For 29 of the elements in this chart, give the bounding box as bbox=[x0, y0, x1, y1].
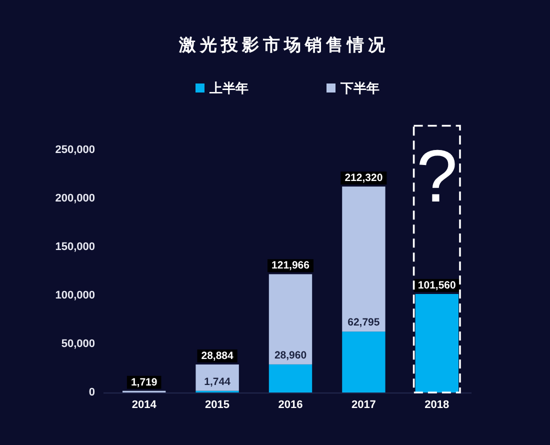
y-tick-label: 200,000 bbox=[55, 192, 95, 204]
total-label: 28,884 bbox=[201, 350, 234, 362]
x-tick-label: 2015 bbox=[205, 399, 230, 411]
data-label: 28,960 bbox=[274, 349, 307, 362]
bar bbox=[268, 364, 312, 392]
y-tick-label: 100,000 bbox=[55, 290, 95, 302]
total-label: 121,966 bbox=[272, 260, 310, 272]
bar bbox=[268, 274, 312, 364]
bar bbox=[342, 186, 386, 332]
annotation: ? bbox=[416, 134, 458, 218]
legend-label: 上半年 bbox=[208, 80, 248, 96]
bar bbox=[342, 332, 386, 392]
total-label: 1,719 bbox=[130, 376, 158, 388]
x-tick-label: 2017 bbox=[351, 399, 376, 411]
total-label: 212,320 bbox=[344, 172, 383, 184]
chart-title: 激光投影市场销售情况 bbox=[178, 36, 389, 54]
data-label: 1,744 bbox=[204, 376, 231, 388]
bar bbox=[415, 294, 458, 392]
data-label: 62,795 bbox=[348, 316, 380, 329]
data-label: 101,560 bbox=[418, 279, 456, 292]
y-tick-label: 250,000 bbox=[55, 144, 95, 156]
bar bbox=[196, 364, 239, 391]
x-tick-label: 2016 bbox=[278, 399, 303, 411]
y-tick-label: 0 bbox=[88, 386, 95, 398]
x-tick-label: 2014 bbox=[132, 399, 158, 411]
x-tick-label: 2018 bbox=[424, 399, 450, 411]
legend-label: 下半年 bbox=[340, 80, 380, 96]
y-tick-label: 50,000 bbox=[61, 338, 95, 350]
y-tick-label: 150,000 bbox=[55, 241, 95, 253]
